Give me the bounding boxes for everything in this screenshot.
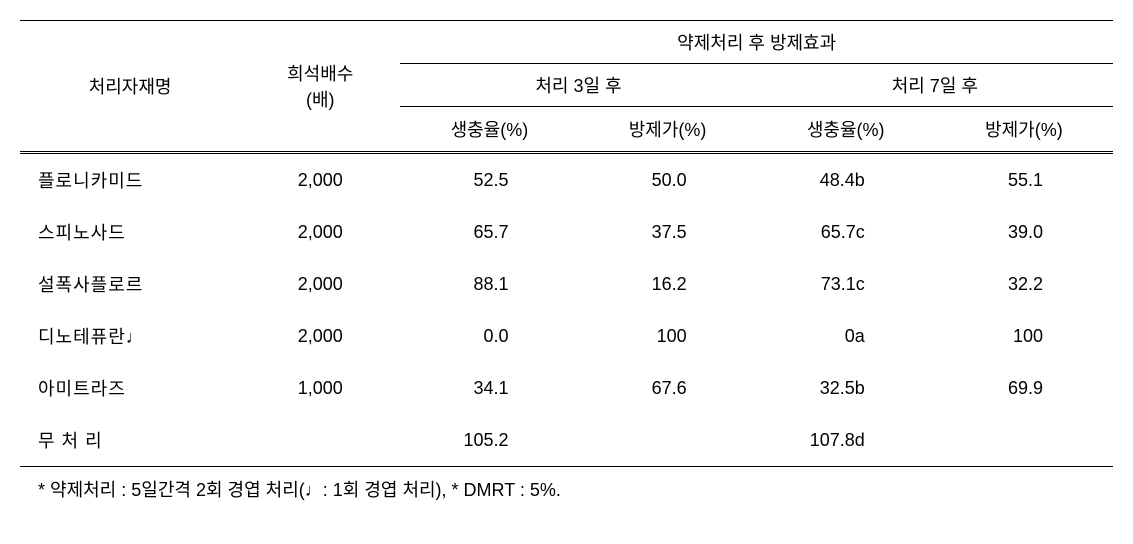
cell-d7-survival: 0a — [757, 310, 935, 362]
cell-d3-control: 16.2 — [578, 258, 756, 310]
cell-d3-survival: 88.1 — [400, 258, 578, 310]
header-row-1: 처리자재명 희석배수 (배) 약제처리 후 방제효과 — [20, 21, 1113, 64]
cell-d3-control — [578, 414, 756, 467]
col-header-day7: 처리 7일 후 — [757, 64, 1113, 107]
cell-dilution: 2,000 — [240, 206, 400, 258]
cell-d3-survival: 0.0 — [400, 310, 578, 362]
cell-d7-survival: 32.5b — [757, 362, 935, 414]
footnote-row: * 약제처리 : 5일간격 2회 경엽 처리(♩: 1회 경엽 처리), * D… — [20, 467, 1113, 512]
col-header-day3: 처리 3일 후 — [400, 64, 756, 107]
cell-d3-control: 37.5 — [578, 206, 756, 258]
cell-dilution: 1,000 — [240, 362, 400, 414]
table-body: 플로니카미드 2,000 52.5 50.0 48.4b 55.1 스피노사드 … — [20, 153, 1113, 467]
cell-name: 플로니카미드 — [20, 153, 240, 207]
cell-name: 설폭사플로르 — [20, 258, 240, 310]
cell-d7-control: 32.2 — [935, 258, 1113, 310]
cell-dilution — [240, 414, 400, 467]
cell-name: 무 처 리 — [20, 414, 240, 467]
cell-dilution: 2,000 — [240, 153, 400, 207]
cell-d7-survival: 107.8d — [757, 414, 935, 467]
cell-name: 스피노사드 — [20, 206, 240, 258]
cell-dilution: 2,000 — [240, 258, 400, 310]
table-header: 처리자재명 희석배수 (배) 약제처리 후 방제효과 처리 3일 후 처리 7일… — [20, 21, 1113, 153]
cell-name: 디노테퓨란♩ — [20, 310, 240, 362]
col-header-d3-survival: 생충율(%) — [400, 107, 578, 153]
col-header-material: 처리자재명 — [20, 21, 240, 153]
cell-d7-control: 100 — [935, 310, 1113, 362]
table-row: 스피노사드 2,000 65.7 37.5 65.7c 39.0 — [20, 206, 1113, 258]
cell-d7-survival: 73.1c — [757, 258, 935, 310]
dilution-unit: (배) — [306, 90, 335, 110]
table-row: 아미트라즈 1,000 34.1 67.6 32.5b 69.9 — [20, 362, 1113, 414]
cell-d3-survival: 65.7 — [400, 206, 578, 258]
col-header-dilution: 희석배수 (배) — [240, 21, 400, 153]
cell-d7-control: 39.0 — [935, 206, 1113, 258]
pesticide-efficacy-table-container: 처리자재명 희석배수 (배) 약제처리 후 방제효과 처리 3일 후 처리 7일… — [20, 20, 1113, 511]
table-row: 디노테퓨란♩ 2,000 0.0 100 0a 100 — [20, 310, 1113, 362]
footnote-text: * 약제처리 : 5일간격 2회 경엽 처리(♩: 1회 경엽 처리), * D… — [20, 467, 1113, 512]
col-header-effect-group: 약제처리 후 방제효과 — [400, 21, 1113, 64]
cell-d3-survival: 34.1 — [400, 362, 578, 414]
table-row: 설폭사플로르 2,000 88.1 16.2 73.1c 32.2 — [20, 258, 1113, 310]
cell-d7-control: 69.9 — [935, 362, 1113, 414]
cell-d3-control: 50.0 — [578, 153, 756, 207]
cell-d7-control — [935, 414, 1113, 467]
cell-d3-survival: 52.5 — [400, 153, 578, 207]
dilution-label: 희석배수 — [287, 64, 353, 84]
col-header-d7-survival: 생충율(%) — [757, 107, 935, 153]
cell-d7-control: 55.1 — [935, 153, 1113, 207]
col-header-d7-control: 방제가(%) — [935, 107, 1113, 153]
col-header-d3-control: 방제가(%) — [578, 107, 756, 153]
cell-dilution: 2,000 — [240, 310, 400, 362]
table-footer: * 약제처리 : 5일간격 2회 경엽 처리(♩: 1회 경엽 처리), * D… — [20, 467, 1113, 512]
pesticide-efficacy-table: 처리자재명 희석배수 (배) 약제처리 후 방제효과 처리 3일 후 처리 7일… — [20, 20, 1113, 511]
cell-d7-survival: 48.4b — [757, 153, 935, 207]
table-row: 무 처 리 105.2 107.8d — [20, 414, 1113, 467]
cell-name: 아미트라즈 — [20, 362, 240, 414]
cell-d3-survival: 105.2 — [400, 414, 578, 467]
cell-d3-control: 100 — [578, 310, 756, 362]
table-row: 플로니카미드 2,000 52.5 50.0 48.4b 55.1 — [20, 153, 1113, 207]
cell-d3-control: 67.6 — [578, 362, 756, 414]
cell-d7-survival: 65.7c — [757, 206, 935, 258]
